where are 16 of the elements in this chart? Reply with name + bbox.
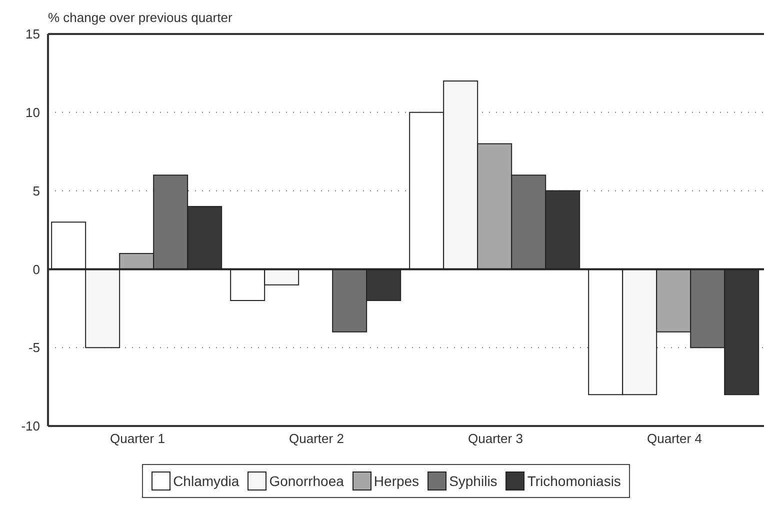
y-axis-title: % change over previous quarter: [48, 10, 232, 25]
y-tick-label: 5: [32, 183, 40, 198]
y-tick-label: 10: [26, 105, 40, 120]
legend-label: Trichomoniasis: [527, 473, 621, 489]
y-tick-label: -5: [28, 340, 40, 356]
legend-label: Chlamydia: [173, 473, 240, 489]
x-tick-label: Quarter 4: [647, 431, 702, 446]
y-tick-label: 0: [32, 262, 40, 277]
y-tick-label: -10: [21, 418, 40, 434]
x-tick-label: Quarter 2: [289, 431, 344, 446]
legend-label: Gonorrhoea: [269, 473, 344, 489]
legend-label: Herpes: [374, 473, 420, 489]
x-tick-label: Quarter 3: [468, 431, 523, 446]
x-tick-label: Quarter 1: [110, 431, 165, 446]
legend-label: Syphilis: [449, 473, 498, 489]
y-tick-label: 15: [26, 26, 40, 42]
